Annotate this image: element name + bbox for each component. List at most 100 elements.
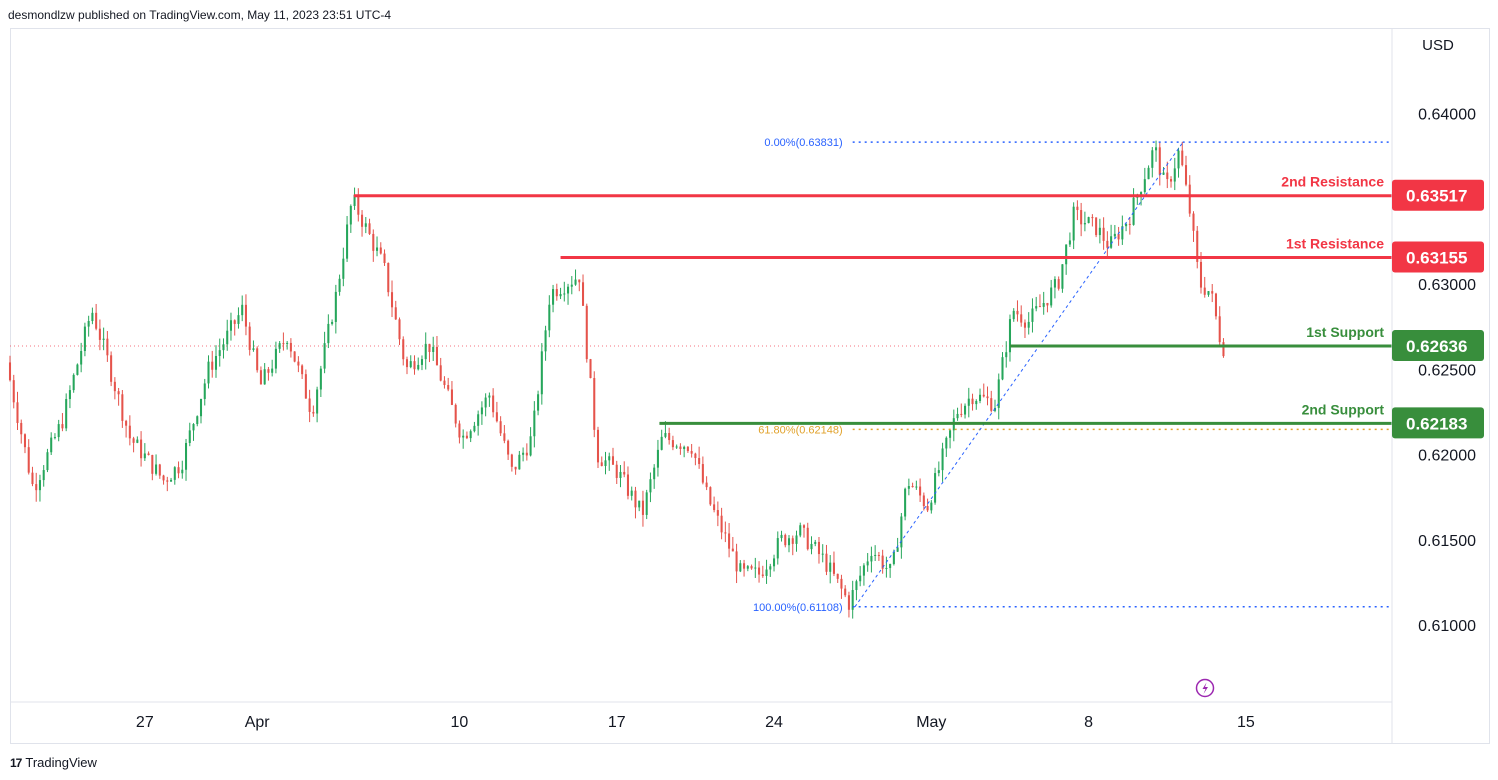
candle-body (829, 562, 832, 572)
candle-body (1147, 167, 1150, 180)
candle-body (402, 339, 405, 360)
candle-body (600, 462, 603, 467)
candle-body (982, 394, 985, 397)
candle-body (147, 453, 150, 456)
candle-body (1113, 233, 1116, 237)
candle-body (72, 374, 75, 391)
candle-body (383, 253, 386, 264)
candle-body (484, 397, 487, 408)
candle-body (274, 348, 277, 369)
candle-body (424, 343, 427, 360)
candle-body (458, 423, 461, 438)
candle-body (53, 437, 56, 439)
candle-body (16, 402, 19, 423)
candle-body (716, 510, 719, 516)
candle-body (65, 399, 68, 429)
candle-body (405, 359, 409, 368)
currency-label: USD (1422, 37, 1454, 54)
price-badge (1392, 179, 1484, 211)
candle-body (870, 555, 873, 562)
fib-trend-line[interactable] (854, 141, 1184, 608)
candle-body (507, 440, 510, 455)
candle-body (23, 434, 27, 448)
lightning-icon[interactable] (1195, 678, 1215, 698)
candle-body (12, 380, 15, 403)
candle-body (960, 413, 963, 415)
price-tick-label: 0.61500 (1418, 533, 1476, 550)
candle-body (203, 383, 206, 400)
resistance-label: 1st Resistance (1286, 236, 1384, 252)
candle-body (1102, 227, 1105, 241)
tradingview-brand: 17 TradingView (10, 755, 97, 770)
time-tick-label: 10 (451, 714, 469, 731)
candle-body (199, 399, 203, 417)
candle-body (233, 320, 236, 324)
candle-body (35, 484, 38, 491)
candle-body (1207, 291, 1210, 295)
time-tick-label: Apr (245, 714, 271, 731)
candle-body (799, 525, 802, 536)
price-tick-label: 0.61000 (1418, 618, 1476, 635)
candle-body (488, 395, 491, 398)
candle-body (728, 533, 731, 549)
candle-body (567, 286, 570, 294)
candle-body (110, 355, 113, 382)
time-axis[interactable]: 27 Apr 10 17 24 May 8 15 (10, 701, 1392, 731)
candle-body (866, 561, 869, 566)
candle-body (435, 346, 438, 366)
candle-body (432, 346, 435, 353)
candle-body (259, 370, 262, 385)
candle-body (1072, 206, 1075, 241)
candle-body (503, 433, 506, 441)
candle-body (765, 569, 768, 576)
candle-body (1038, 306, 1041, 308)
candle-body (814, 541, 817, 544)
candle-body (143, 453, 146, 459)
candle-body (192, 424, 195, 431)
candle-body (694, 453, 697, 459)
candle-body (922, 495, 925, 507)
candle-body (1143, 179, 1146, 193)
candle-body (289, 342, 292, 352)
candle-body (548, 304, 551, 331)
candle-body (211, 361, 214, 370)
candle-body (787, 538, 791, 546)
candle-body (1095, 217, 1098, 236)
candle-body (1008, 319, 1012, 353)
candle-body (525, 452, 528, 456)
price-badge (1392, 407, 1484, 439)
candle-body (638, 500, 641, 508)
candle-body (76, 364, 79, 375)
fib-level-label: 61.80%(0.62148) (758, 424, 842, 436)
candle-body (802, 525, 806, 528)
price-axis[interactable]: USD 0.64000 0.63000 0.62500 0.62000 0.61500 0… (1391, 28, 1484, 744)
candle-body (1166, 172, 1169, 180)
candle-body (80, 351, 83, 365)
candle-body (668, 432, 671, 441)
candle-body (1132, 197, 1135, 225)
candle-body (248, 326, 251, 350)
candle-body (626, 474, 629, 496)
candle-body (570, 284, 573, 287)
candle-body (91, 312, 94, 321)
candle-body (1050, 287, 1053, 306)
candle-body (338, 278, 341, 292)
price-badge-value: 0.62183 (1406, 414, 1467, 433)
candle-body (941, 448, 944, 471)
candle-body (349, 205, 352, 225)
candle-body (1181, 150, 1184, 166)
candle-body (1125, 223, 1128, 227)
candle-body (304, 374, 307, 399)
candle-body (38, 480, 41, 491)
candle-body (758, 567, 761, 575)
candle-body (297, 361, 300, 366)
candle-body (874, 554, 877, 556)
candle-body (237, 315, 240, 324)
candle-body (226, 330, 229, 345)
candle-body (739, 563, 742, 572)
candle-body (229, 320, 233, 331)
candle-body (447, 385, 450, 390)
candle-body (896, 547, 899, 552)
candle-body (1140, 192, 1143, 196)
